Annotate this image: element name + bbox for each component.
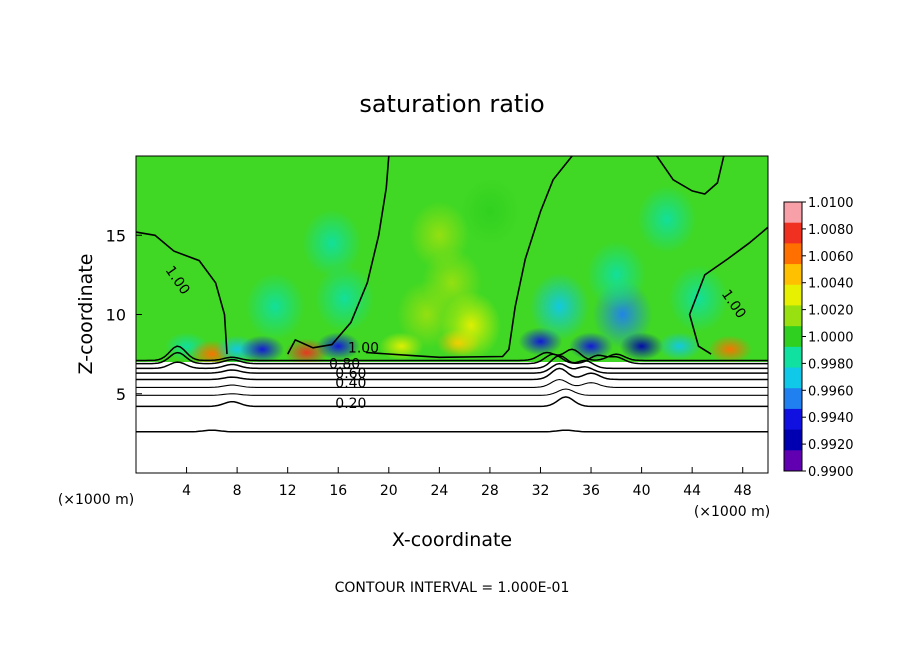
contour-line-1-00: [688, 226, 769, 355]
saturation-anomaly: [459, 177, 520, 246]
contour-line-1-00: [135, 231, 228, 355]
x-tick-label: 4: [182, 483, 191, 499]
colorbar-label: 1.0060: [808, 250, 854, 265]
colorbar-swatch: [784, 450, 802, 472]
saturation-anomaly: [668, 264, 729, 333]
contour-line-1-00: [656, 155, 725, 195]
contour-line-low: [136, 351, 768, 365]
saturation-anomaly: [657, 332, 702, 361]
contour-line-low: [136, 388, 768, 396]
contour-interval-note: CONTOUR INTERVAL = 1.000E-01: [335, 580, 570, 596]
x-tick-label: 40: [633, 483, 651, 499]
colorbar-swatch: [784, 367, 802, 389]
contour-line-1-00: [286, 155, 390, 355]
x-unit-label-left: (×1000 m): [58, 492, 134, 508]
colorbar-swatch: [784, 346, 802, 369]
colorbar-swatch: [784, 264, 802, 286]
x-tick-label: 32: [532, 483, 550, 499]
contour-label: 0.40: [335, 375, 366, 391]
colorbar-label: 1.0100: [808, 196, 854, 211]
contour-label: 1.00: [348, 341, 379, 357]
contour-label: 0.20: [335, 396, 366, 412]
colorbar-swatch: [784, 305, 802, 327]
x-tick-label: 12: [279, 483, 297, 499]
saturation-anomaly: [409, 201, 470, 270]
saturation-anomaly: [440, 291, 501, 360]
x-tick-label: 36: [582, 483, 600, 499]
contour-label: 0.80: [329, 356, 360, 372]
colorbar-label: 1.0080: [808, 223, 854, 238]
x-tick-label: 24: [430, 483, 448, 499]
saturation-anomaly: [245, 272, 306, 341]
x-tick-label: 8: [233, 483, 242, 499]
x-axis: 4 8 12 16 20 24 28 32 36 40 44 48: [182, 467, 752, 499]
saturation-anomaly: [636, 185, 697, 254]
colorbar: 1.0100 1.0080 1.0060 1.0040 1.0020 1.0000 0.99…: [783, 196, 854, 480]
saturation-anomaly: [240, 335, 285, 364]
contour-line-low: [136, 396, 768, 408]
colorbar-swatch: [784, 284, 802, 306]
x-tick-label: 16: [329, 483, 347, 499]
x-unit-label-right: (×1000 m): [694, 504, 770, 520]
colorbar-swatch: [784, 243, 802, 265]
plot-area: 1.001.001.000.800.600.400.20: [135, 155, 769, 474]
y-tick-label: 15: [106, 226, 126, 245]
saturation-anomaly: [586, 240, 647, 309]
contour-line-1-00: [365, 155, 573, 359]
colorbar-label: 1.0040: [808, 277, 854, 292]
colorbar-label: 0.9980: [808, 357, 854, 372]
colorbar-swatch: [784, 202, 802, 224]
subsaturated-region: [136, 362, 768, 473]
x-tick-label: 48: [734, 483, 752, 499]
contour-line-low: [136, 378, 768, 388]
y-axis-title: Z-coordinate: [75, 254, 97, 375]
colorbar-label: 1.0020: [808, 304, 854, 319]
contour-line-low: [136, 429, 768, 433]
colorbar-swatch: [784, 388, 802, 410]
y-tick-label: 5: [116, 385, 126, 404]
saturation-anomaly: [314, 264, 375, 333]
saturation-anomaly: [708, 335, 753, 364]
colorbar-swatch: [784, 429, 802, 451]
colorbar-label: 0.9900: [808, 465, 854, 480]
x-tick-label: 20: [380, 483, 398, 499]
y-axis: 5 10 15: [106, 226, 142, 404]
saturation-anomaly: [301, 209, 362, 278]
colorbar-label: 1.0000: [808, 331, 854, 346]
contour-label: 0.60: [335, 366, 366, 382]
contour-line-low: [136, 367, 768, 381]
contour-line-low: [136, 362, 768, 374]
saturation-anomaly: [529, 272, 590, 341]
y-tick-label: 10: [106, 306, 126, 325]
contour-lines: [135, 155, 769, 433]
colorbar-swatch: [784, 408, 802, 431]
saturation-anomaly: [316, 332, 361, 361]
contour-line-low: [136, 345, 768, 362]
x-tick-label: 28: [481, 483, 499, 499]
colorbar-label: 0.9940: [808, 411, 854, 426]
saturation-anomaly: [619, 332, 664, 361]
contour-line-low: [136, 354, 768, 370]
colorbar-label: 0.9960: [808, 384, 854, 399]
x-axis-title: X-coordinate: [392, 529, 512, 551]
colorbar-swatch: [784, 326, 802, 348]
x-tick-label: 44: [683, 483, 701, 499]
colorbar-label: 0.9920: [808, 438, 854, 453]
chart-title: saturation ratio: [359, 90, 544, 118]
colorbar-swatch: [784, 222, 802, 244]
saturation-field: [164, 177, 753, 369]
